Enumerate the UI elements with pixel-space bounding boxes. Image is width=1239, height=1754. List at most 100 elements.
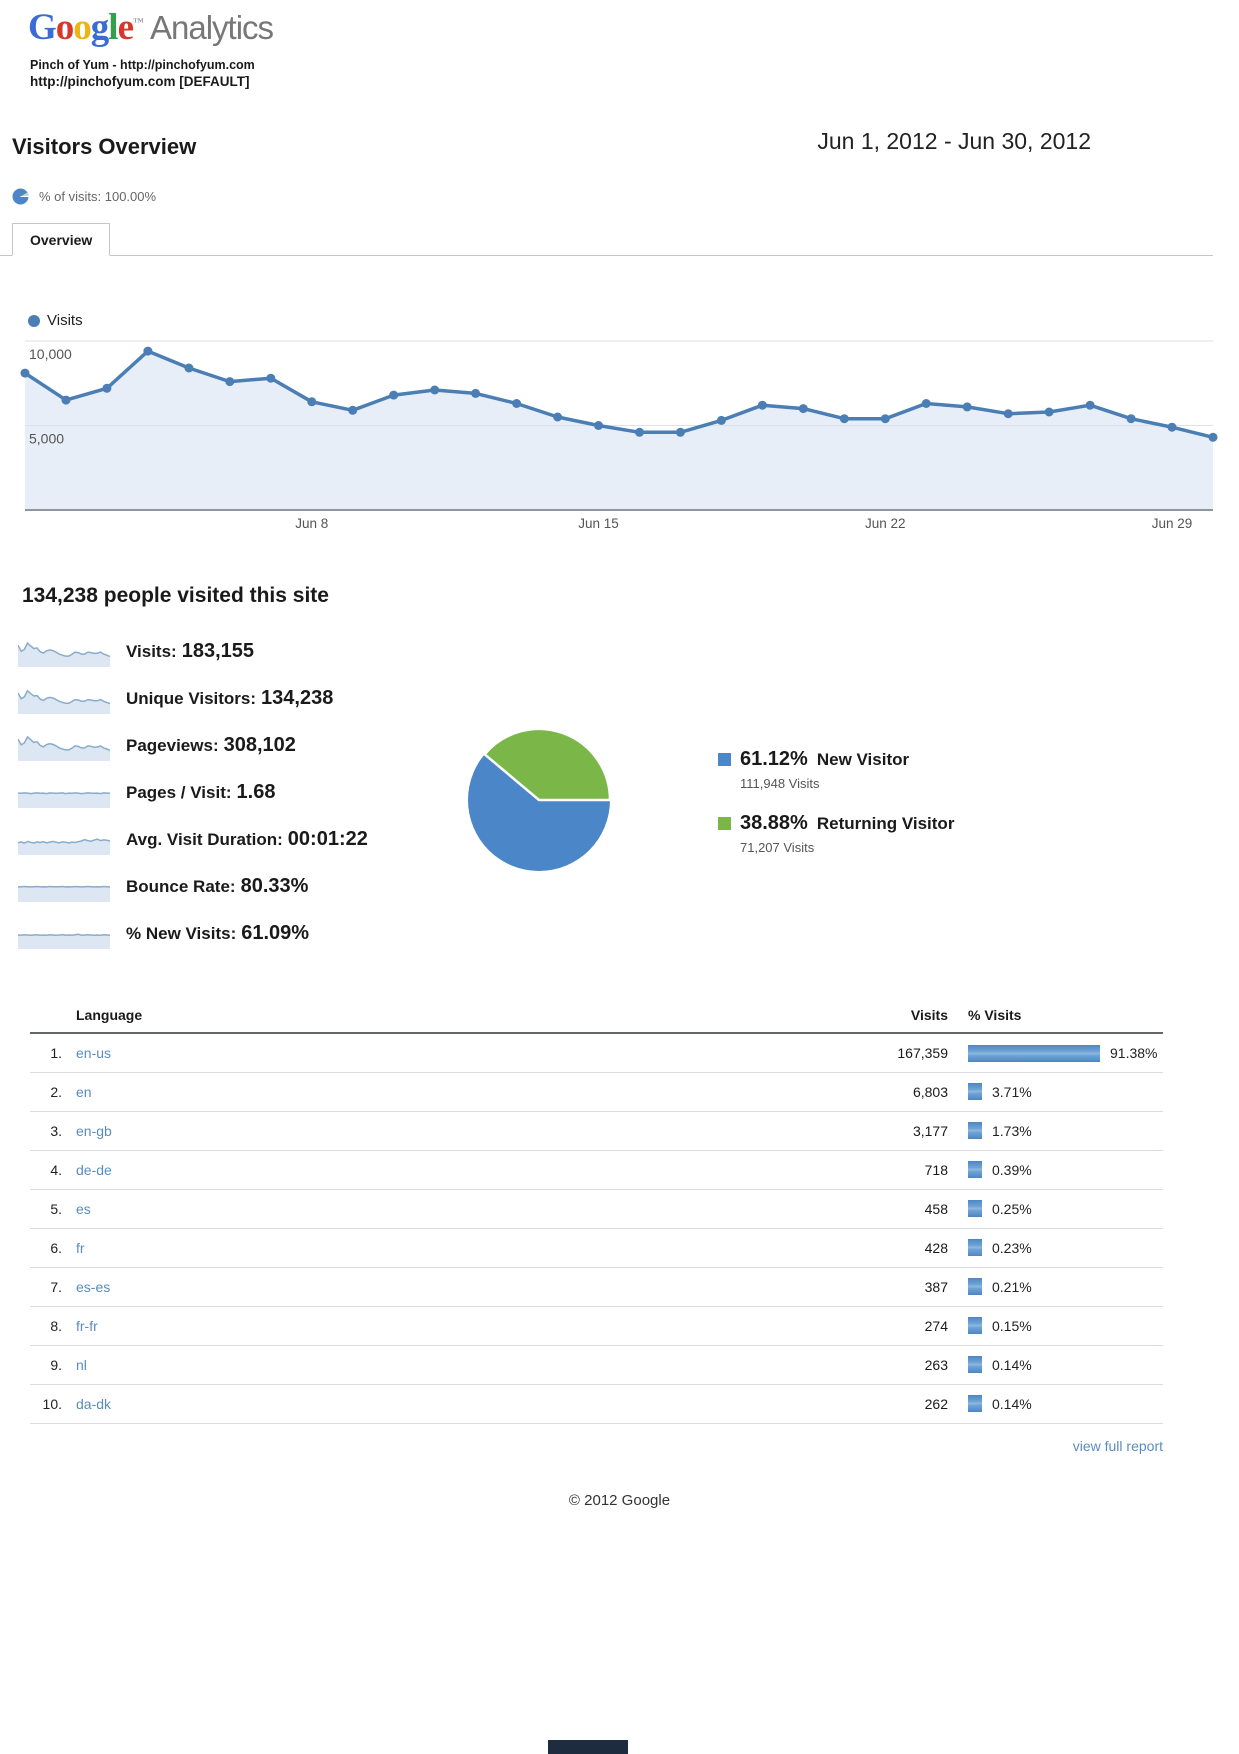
metric-value: 183,155 <box>181 640 255 662</box>
metric-row: Visits: 183,155 <box>18 628 368 675</box>
data-point[interactable] <box>798 404 808 414</box>
data-point[interactable] <box>266 373 276 383</box>
data-point[interactable] <box>594 421 603 430</box>
tab-overview[interactable]: Overview <box>12 223 111 256</box>
percent-value: 0.15% <box>992 1317 1032 1334</box>
x-axis-tick-label: Jun 22 <box>865 516 906 531</box>
logo-letter: l <box>108 7 118 48</box>
pie-legend-entry: 38.88% Returning Visitor 71,207 Visits <box>718 812 954 855</box>
data-point[interactable] <box>430 385 440 395</box>
language-link[interactable]: es <box>76 1200 91 1217</box>
row-visits: 3,177 <box>788 1111 948 1151</box>
row-percent-cell: 0.21% <box>948 1267 1163 1307</box>
table-row: 1. en-us 167,359 91.38% <box>30 1033 1163 1073</box>
legend-percent: 61.12% <box>740 748 808 770</box>
data-point[interactable] <box>716 415 726 425</box>
row-rank: 1. <box>30 1033 76 1073</box>
table-row: 2. en 6,803 3.71% <box>30 1072 1163 1112</box>
table-row: 5. es 458 0.25% <box>30 1189 1163 1229</box>
row-rank: 2. <box>30 1072 76 1112</box>
percent-value: 0.14% <box>992 1356 1032 1373</box>
visits-line-chart[interactable]: 10,000 5,000 Jun 8 Jun 15 Jun 22 Jun 29 <box>20 335 1218 535</box>
data-point[interactable] <box>102 383 112 393</box>
data-point[interactable] <box>839 414 849 424</box>
data-point[interactable] <box>1044 407 1054 417</box>
row-percent-cell: 1.73% <box>948 1111 1163 1151</box>
pie-legend: 61.12% New Visitor 111,948 Visits 38.88% Ret… <box>718 748 954 876</box>
logo-letter: g <box>90 7 109 48</box>
site-name: Pinch of Yum - http://pinchofyum.com <box>30 58 255 72</box>
table-header-row: Language Visits % Visits <box>30 998 1163 1034</box>
data-point[interactable] <box>1085 400 1095 410</box>
data-point[interactable] <box>184 363 194 373</box>
row-visits: 167,359 <box>788 1033 948 1073</box>
legend-label: Returning Visitor <box>816 813 955 833</box>
data-point[interactable] <box>1003 409 1013 419</box>
row-percent-cell: 91.38% <box>948 1033 1163 1073</box>
data-point[interactable] <box>143 346 153 356</box>
metric-sparkline <box>18 885 110 902</box>
metric-row: Unique Visitors: 134,238 <box>18 675 368 722</box>
data-point[interactable] <box>389 390 399 400</box>
language-link[interactable]: en <box>76 1083 92 1100</box>
data-point[interactable] <box>757 400 767 410</box>
language-link[interactable]: nl <box>76 1356 87 1373</box>
data-point[interactable] <box>512 399 522 408</box>
data-point[interactable] <box>1208 432 1218 442</box>
view-full-report-link[interactable]: view full report <box>1072 1438 1163 1454</box>
data-point[interactable] <box>225 377 235 387</box>
language-link[interactable]: en-us <box>76 1044 112 1061</box>
data-point[interactable] <box>307 397 317 407</box>
data-point[interactable] <box>880 414 890 424</box>
percent-value: 1.73% <box>992 1122 1032 1139</box>
language-link[interactable]: es-es <box>76 1278 111 1295</box>
google-logo-letters: Google <box>28 7 134 48</box>
metric-sparkline <box>18 689 110 714</box>
table-row: 4. de-de 718 0.39% <box>30 1150 1163 1190</box>
legend-swatch-icon <box>718 817 731 830</box>
metric-row: Pageviews: 308,102 <box>18 722 368 769</box>
data-point[interactable] <box>921 399 931 408</box>
pie-slice-returning-visitor[interactable] <box>483 727 612 802</box>
row-percent-cell: 0.15% <box>948 1306 1163 1346</box>
table-row: 7. es-es 387 0.21% <box>30 1267 1163 1307</box>
percent-bar <box>968 1161 982 1179</box>
metric-value: 134,238 <box>261 687 334 709</box>
data-point[interactable] <box>675 427 685 437</box>
row-percent-cell: 3.71% <box>948 1072 1163 1112</box>
row-rank: 5. <box>30 1189 76 1229</box>
data-point[interactable] <box>471 388 481 398</box>
data-point[interactable] <box>1126 414 1136 424</box>
header-percent-visits: % Visits <box>948 998 1163 1034</box>
legend-label: New Visitor <box>816 749 910 769</box>
header-visits: Visits <box>788 998 948 1034</box>
percent-bar <box>968 1044 1100 1062</box>
metric-value: 1.68 <box>236 781 276 803</box>
x-axis-tick-label: Jun 8 <box>295 516 328 531</box>
language-link[interactable]: en-gb <box>76 1122 112 1139</box>
metric-label: % New Visits: <box>126 924 237 943</box>
data-point[interactable] <box>553 412 563 422</box>
data-point[interactable] <box>61 395 71 405</box>
visitor-type-pie-chart[interactable] <box>464 718 624 878</box>
language-link[interactable]: da-dk <box>76 1395 112 1412</box>
visits-percent-row: % of visits: 100.00% <box>12 188 156 205</box>
row-visits: 718 <box>788 1150 948 1190</box>
language-link[interactable]: fr <box>76 1239 85 1256</box>
data-point[interactable] <box>962 402 972 412</box>
pie-icon <box>12 188 29 205</box>
logo-letter: e <box>117 7 134 48</box>
visitors-headline: 134,238 people visited this site <box>22 584 329 607</box>
metric-label: Avg. Visit Duration: <box>126 830 283 849</box>
language-link[interactable]: fr-fr <box>76 1317 98 1334</box>
visits-line <box>23 349 1215 440</box>
legend-visits-count: 111,948 Visits <box>740 776 820 791</box>
data-point[interactable] <box>348 405 358 415</box>
row-percent-cell: 0.25% <box>948 1189 1163 1229</box>
language-link[interactable]: de-de <box>76 1161 112 1178</box>
data-point[interactable] <box>635 427 644 437</box>
data-point[interactable] <box>1167 422 1177 432</box>
metric-row: Bounce Rate: 80.33% <box>18 863 368 910</box>
data-point[interactable] <box>20 368 30 378</box>
